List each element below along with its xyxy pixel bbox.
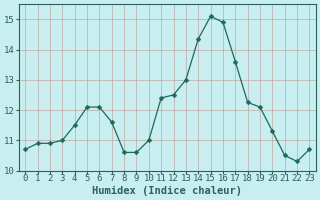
X-axis label: Humidex (Indice chaleur): Humidex (Indice chaleur) bbox=[92, 186, 242, 196]
